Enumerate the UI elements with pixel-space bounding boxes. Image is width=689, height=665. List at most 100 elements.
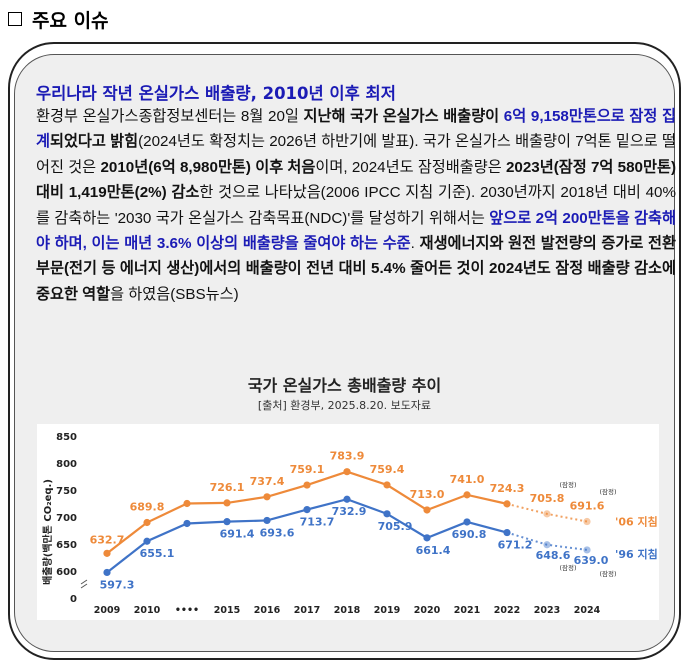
- data-label: 648.6: [536, 549, 571, 562]
- x-tick-label: 2015: [214, 605, 240, 616]
- provisional-marker: (잠정): [559, 480, 576, 489]
- article-text-segment: 6억 9,158만톤으로 잠정 집계: [36, 108, 676, 151]
- x-tick-label: 2024: [574, 605, 601, 616]
- data-label: 689.8: [130, 501, 165, 514]
- x-tick-label: 2023: [534, 605, 560, 616]
- data-point: [583, 546, 591, 554]
- provisional-marker: (잠정): [559, 563, 576, 572]
- data-label: 741.0: [450, 473, 485, 486]
- data-point: [223, 499, 231, 507]
- data-point: [183, 519, 191, 528]
- data-point: [503, 500, 511, 508]
- data-label: 655.1: [140, 547, 175, 560]
- series-line-provisional: [506, 531, 588, 551]
- data-point: [103, 549, 111, 557]
- y-axis-title: 배출량(백만톤 CO₂eq.): [41, 479, 54, 585]
- data-point: [263, 516, 271, 525]
- article-text-segment: 앞으로 2억 200만톤을 감축해야 하며, 이는 매년 3.6% 이상의 배출…: [36, 209, 676, 253]
- provisional-marker: (잠정): [599, 569, 616, 578]
- data-point: [583, 517, 591, 526]
- data-point: [423, 506, 431, 514]
- y-tick-label: 800: [56, 459, 77, 470]
- data-point: [343, 468, 351, 476]
- section-heading-text: 주요 이슈: [32, 9, 109, 32]
- series-name-label: '96 지침: [615, 547, 658, 561]
- data-label: 597.3: [100, 578, 135, 591]
- x-tick-label: 2022: [494, 605, 520, 616]
- data-point: [223, 518, 231, 526]
- article-text-segment: 재생에너지와 원전 발전량의 증가로 전환 부문(전기 등 에너지 생산)에서의…: [36, 235, 676, 303]
- x-tick-label: ••••: [175, 605, 199, 616]
- article-text-segment: (2024년도 확정치는 2026년 하반기에 발표). 국가 온실가스 배출량…: [36, 133, 676, 176]
- data-label: 726.1: [210, 481, 245, 494]
- data-label: 783.9: [330, 450, 365, 463]
- data-label: 693.6: [260, 526, 295, 539]
- data-label: 661.4: [416, 544, 451, 557]
- article-text-segment: 한 것으로 나타났음(2006 IPCC 지침 기준). 2030년까지 201…: [36, 184, 676, 227]
- data-label: 759.4: [370, 463, 405, 476]
- series-name-label: '06 지침: [615, 515, 658, 529]
- data-point: [263, 493, 271, 501]
- data-point: [543, 510, 551, 518]
- data-point: [183, 499, 191, 508]
- data-point: [463, 518, 471, 526]
- data-point: [143, 518, 151, 527]
- article-text-segment: 2023년(잠정 7억 580만톤) 대비 1,419만톤(2%) 감소: [36, 158, 676, 202]
- article-text-segment: 을 하였음(SBS뉴스): [110, 285, 239, 303]
- data-label: 691.6: [570, 500, 605, 513]
- section-heading: 주요 이슈: [8, 6, 109, 32]
- data-point: [383, 481, 391, 489]
- data-point: [543, 541, 551, 549]
- data-point: [423, 534, 431, 542]
- data-label: 632.7: [90, 533, 125, 546]
- chart-title: 국가 온실가스 총배출량 추이: [247, 376, 442, 395]
- x-tick-label: 2020: [414, 605, 441, 616]
- data-point: [343, 495, 351, 503]
- article-text-segment: 되었다고 밝힘: [49, 133, 139, 151]
- provisional-marker: (잠정): [599, 487, 616, 496]
- article-text-segment: 환경부 온실가스종합정보센터는 8월 20일: [36, 108, 304, 125]
- x-tick-label: 2018: [334, 605, 361, 616]
- x-tick-label: 2009: [94, 605, 120, 616]
- data-point: [383, 510, 391, 518]
- data-label: 705.8: [530, 492, 565, 505]
- x-tick-label: 2019: [374, 605, 400, 616]
- x-tick-label: 2017: [294, 605, 320, 616]
- x-tick-label: 2021: [454, 605, 480, 616]
- data-point: [303, 506, 311, 514]
- x-tick-label: 2010: [134, 605, 161, 616]
- axis-break-mark: [80, 583, 88, 589]
- data-point: [503, 528, 511, 537]
- data-point: [143, 537, 151, 545]
- y-tick-label: 0: [70, 594, 77, 605]
- y-tick-label: 700: [56, 513, 77, 524]
- article-body: 환경부 온실가스종합정보센터는 8월 20일 지난해 국가 온실가스 배출량이 …: [36, 104, 676, 307]
- data-label: 759.1: [290, 463, 325, 476]
- data-point: [103, 568, 111, 577]
- chart-source: [출처] 환경부, 2025.8.20. 보도자료: [257, 399, 432, 412]
- article-text-segment: 지난해 국가 온실가스 배출량이: [303, 108, 504, 125]
- data-point: [463, 491, 471, 499]
- data-label: 705.9: [378, 520, 413, 533]
- checkbox-square-icon: [8, 12, 22, 26]
- data-label: 690.8: [452, 528, 487, 541]
- data-point: [303, 481, 311, 489]
- y-tick-label: 750: [56, 486, 77, 497]
- emissions-line-chart: 0 600 650 700 750 800 850 배출량(백만톤 CO₂eq.) 2009 20…: [37, 424, 659, 620]
- y-tick-label: 650: [56, 540, 77, 551]
- y-tick-label: 850: [56, 432, 77, 443]
- data-label: 737.4: [250, 475, 285, 488]
- article-text-segment: 2010년(6억 8,980만톤) 이후 처음: [100, 158, 316, 176]
- data-label: 713.0: [410, 488, 445, 501]
- data-label: 724.3: [490, 482, 525, 495]
- article-text-segment: 이며, 2024년도 잠정배출량은: [315, 158, 506, 176]
- data-label: 691.4: [220, 528, 255, 541]
- article-text-segment: .: [410, 235, 420, 253]
- article-title: 우리나라 작년 온실가스 배출량, 2010년 이후 최저: [36, 84, 396, 103]
- series-line-provisional: [506, 502, 588, 523]
- data-label: 732.9: [332, 505, 367, 518]
- axis-break-mark: [80, 579, 88, 585]
- y-tick-label: 600: [56, 567, 77, 578]
- data-label: 639.0: [574, 554, 609, 567]
- data-label: 713.7: [300, 516, 335, 529]
